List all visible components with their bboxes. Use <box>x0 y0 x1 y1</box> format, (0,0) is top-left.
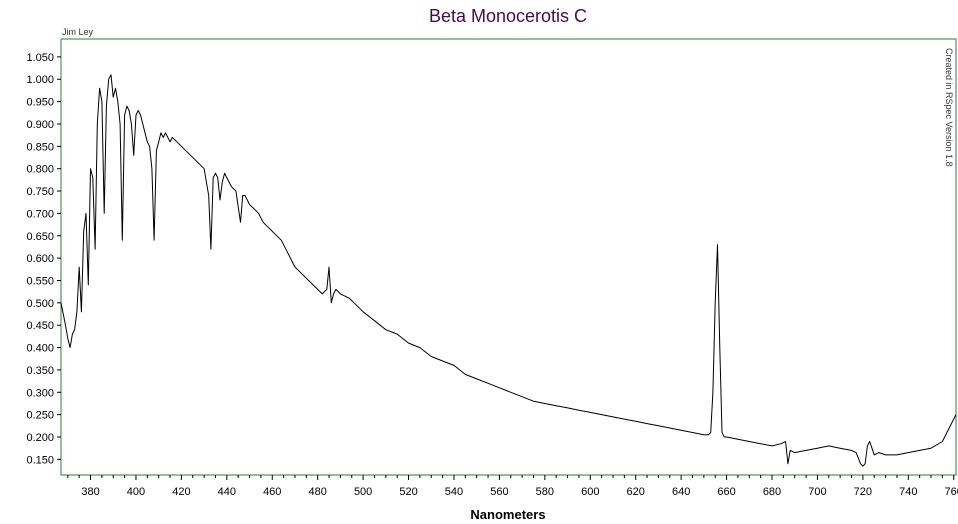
y-tick-label: 0.200 <box>26 432 54 444</box>
y-tick-label: 0.300 <box>26 387 54 399</box>
y-tick-label: 0.600 <box>26 253 54 265</box>
y-tick-label: 0.250 <box>26 410 54 422</box>
x-tick-label: 380 <box>81 486 99 498</box>
y-tick-label: 0.800 <box>26 164 54 176</box>
x-tick-label: 580 <box>536 486 554 498</box>
x-axis-label: Nanometers <box>470 507 545 522</box>
y-tick-label: 1.050 <box>26 52 54 64</box>
y-tick-label: 0.850 <box>26 141 54 153</box>
x-tick-label: 700 <box>808 486 826 498</box>
x-tick-label: 620 <box>627 486 645 498</box>
x-tick-label: 540 <box>445 486 463 498</box>
x-tick-label: 560 <box>490 486 508 498</box>
plot-area <box>60 38 957 476</box>
y-tick-label: 0.950 <box>26 97 54 109</box>
y-tick-label: 0.900 <box>26 119 54 131</box>
y-tick-label: 0.150 <box>26 454 54 466</box>
author-label: Jim Ley <box>62 27 94 37</box>
x-tick-label: 460 <box>263 486 281 498</box>
y-tick-label: 1.000 <box>26 74 54 86</box>
x-axis: 380 400 420 440 460 480 500 520 540 560 580 600 620 6… <box>67 475 958 498</box>
x-tick-label: 740 <box>899 486 917 498</box>
x-tick-label: 600 <box>581 486 599 498</box>
x-tick-label: 640 <box>672 486 690 498</box>
x-tick-label: 400 <box>127 486 145 498</box>
x-tick-label: 760 <box>945 486 958 498</box>
x-tick-label: 660 <box>717 486 735 498</box>
x-tick-label: 440 <box>218 486 236 498</box>
x-tick-label: 680 <box>763 486 781 498</box>
chart-title: Beta Monocerotis C <box>429 6 587 26</box>
x-tick-label: 720 <box>854 486 872 498</box>
x-tick-label: 420 <box>172 486 190 498</box>
x-tick-label: 520 <box>399 486 417 498</box>
y-tick-label: 0.450 <box>26 320 54 332</box>
y-tick-label: 0.550 <box>26 275 54 287</box>
x-tick-label: 480 <box>309 486 327 498</box>
y-tick-label: 0.350 <box>26 365 54 377</box>
spectrum-series-line <box>60 74 957 467</box>
y-tick-label: 0.500 <box>26 298 54 310</box>
software-credit: Created in RSpec Version 1.8 <box>944 48 954 167</box>
x-tick-label: 500 <box>354 486 372 498</box>
y-tick-label: 0.750 <box>26 186 54 198</box>
y-axis: 1.050 1.000 0.950 0.900 0.850 0.800 0.750 0.700… <box>26 52 61 466</box>
y-tick-label: 0.650 <box>26 231 54 243</box>
y-tick-label: 0.700 <box>26 208 54 220</box>
y-tick-label: 0.400 <box>26 343 54 355</box>
